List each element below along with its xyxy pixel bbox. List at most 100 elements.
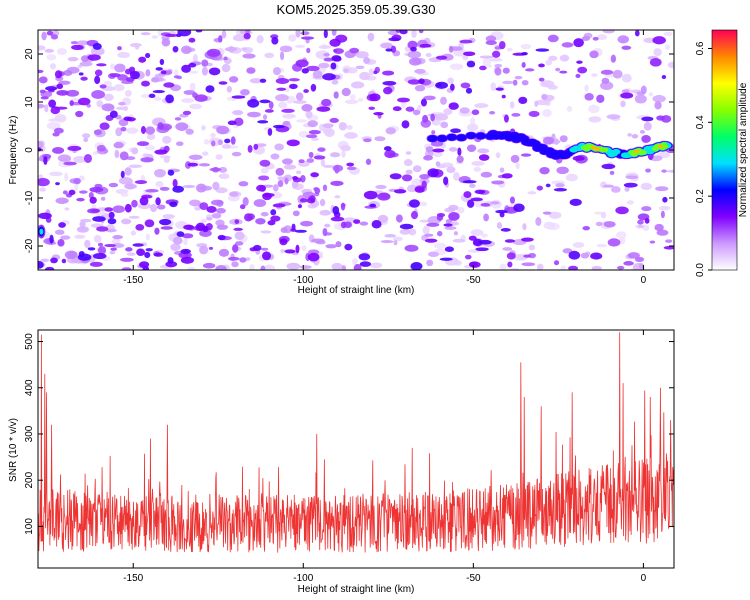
- spectrogram-noise-blob: [253, 143, 259, 150]
- snr-panel: -150 -100 -50 0 100 200 300 400 500 Height of s…: [8, 329, 675, 595]
- spectrogram-noise-blob: [92, 253, 107, 260]
- spectrogram-noise-blob: [38, 261, 44, 269]
- spectrogram-noise-blob: [181, 64, 192, 73]
- spectrogram-noise-blob: [525, 68, 535, 72]
- spectrogram-noise-blob: [260, 265, 266, 270]
- spectrogram-noise-blob: [90, 208, 101, 213]
- spectrogram-noise-blob: [369, 93, 381, 102]
- spectrogram-noise-blob: [322, 184, 328, 192]
- spectrogram-signal-blob: [456, 134, 467, 142]
- spectrogram-signal-blob: [446, 133, 457, 141]
- spectrogram-noise-blob: [181, 233, 194, 239]
- spectrogram-y-axis-title: Frequency (Hz): [8, 116, 19, 185]
- spectrogram-noise-blob: [448, 147, 458, 152]
- spectrogram-noise-blob: [284, 249, 296, 254]
- spectrogram-noise-blob: [641, 116, 654, 122]
- spectrogram-noise-blob: [310, 172, 319, 178]
- spectrogram-noise-blob: [118, 119, 129, 127]
- spectrogram-noise-blob: [609, 170, 615, 175]
- spectrogram-noise-blob: [368, 106, 376, 110]
- spectrogram-noise-blob: [233, 227, 243, 231]
- spectrogram-noise-blob: [87, 247, 96, 251]
- spectrogram-noise-blob: [215, 154, 223, 160]
- spectrogram-noise-blob: [335, 241, 342, 248]
- spectrogram-noise-blob: [654, 101, 662, 110]
- spectrogram-noise-blob: [203, 138, 210, 145]
- spectrogram-noise-blob: [322, 123, 334, 129]
- spectrogram-noise-blob: [218, 248, 230, 257]
- spectrogram-noise-blob: [568, 250, 581, 260]
- spectrogram-noise-blob: [624, 185, 630, 192]
- spectrogram-noise-blob: [340, 145, 351, 152]
- spectrogram-noise-blob: [617, 35, 629, 44]
- spectrogram-noise-blob: [44, 48, 54, 53]
- spectrogram-noise-blob: [160, 70, 167, 75]
- spectrogram-noise-blob: [572, 241, 585, 249]
- spectrogram-noise-blob: [145, 233, 150, 241]
- spectrogram-noise-blob: [63, 69, 73, 76]
- spectrogram-noise-blob: [232, 244, 239, 253]
- spectrogram-noise-blob: [243, 32, 251, 40]
- spectrogram-noise-blob: [130, 230, 137, 236]
- spectrogram-noise-blob: [547, 34, 559, 43]
- spectrogram-noise-blob: [288, 78, 300, 82]
- spectrogram-noise-blob: [216, 224, 229, 230]
- spectrogram-noise-blob: [181, 98, 194, 103]
- spectrogram-noise-blob: [128, 215, 140, 219]
- spectrogram-noise-blob: [502, 247, 513, 251]
- spectrogram-noise-blob: [424, 233, 434, 237]
- spectrogram-noise-blob: [109, 110, 118, 118]
- spectrogram-noise-blob: [272, 203, 286, 208]
- spectrogram-noise-blob: [114, 151, 120, 159]
- x-tick-label: -50: [466, 573, 481, 584]
- spectrogram-noise-blob: [115, 188, 129, 194]
- spectrogram-noise-blob: [274, 143, 284, 151]
- spectrogram-noise-blob: [308, 130, 321, 135]
- spectrogram-noise-blob: [667, 61, 674, 69]
- spectrogram-noise-blob: [180, 256, 194, 264]
- spectrogram-noise-blob: [61, 258, 67, 264]
- spectrogram-noise-blob: [468, 235, 477, 241]
- spectrogram-noise-blob: [490, 82, 497, 92]
- spectrogram-noise-blob: [496, 222, 502, 229]
- spectrogram-noise-blob: [322, 73, 336, 81]
- spectrogram-noise-blob: [280, 227, 288, 233]
- y-tick-label: 10: [24, 96, 35, 108]
- spectrogram-noise-blob: [301, 245, 307, 251]
- spectrogram-noise-blob: [64, 172, 69, 182]
- spectrogram-noise-blob: [185, 128, 194, 135]
- spectrogram-noise-blob: [188, 154, 203, 160]
- spectrogram-noise-blob: [350, 81, 365, 89]
- spectrogram-noise-blob: [331, 79, 339, 85]
- spectrogram-noise-blob: [422, 225, 430, 235]
- spectrogram-noise-blob: [346, 162, 355, 167]
- spectrogram-noise-blob: [471, 160, 485, 166]
- spectrogram-noise-blob: [600, 81, 614, 90]
- spectrogram-noise-blob: [245, 257, 251, 261]
- spectrogram-noise-blob: [324, 128, 335, 138]
- spectrogram-noise-blob: [234, 241, 244, 246]
- spectrogram-noise-blob: [648, 92, 654, 97]
- spectrogram-noise-blob: [511, 112, 521, 117]
- spectrogram-noise-blob: [494, 67, 502, 76]
- spectrogram-noise-blob: [188, 37, 196, 43]
- spectrogram-noise-blob: [112, 243, 125, 248]
- spectrogram-noise-blob: [157, 122, 164, 130]
- spectrogram-noise-blob: [267, 220, 276, 226]
- y-tick-label: 400: [24, 379, 35, 396]
- spectrogram-noise-blob: [323, 164, 335, 168]
- spectrogram-noise-blob: [110, 247, 117, 251]
- spectrogram-noise-blob: [164, 33, 179, 38]
- x-tick-label: -150: [123, 275, 143, 286]
- colorbar-tick-label: 0.0: [695, 263, 706, 277]
- spectrogram-signal-blob: [639, 150, 647, 155]
- spectrogram-noise-blob: [436, 230, 443, 237]
- spectrogram-noise-blob: [435, 81, 448, 89]
- spectrogram-noise-blob: [453, 171, 460, 181]
- spectrogram-noise-blob: [492, 50, 501, 58]
- spectrogram-noise-blob: [506, 47, 513, 52]
- spectrogram-noise-blob: [665, 239, 673, 243]
- spectrogram-noise-blob: [306, 158, 315, 163]
